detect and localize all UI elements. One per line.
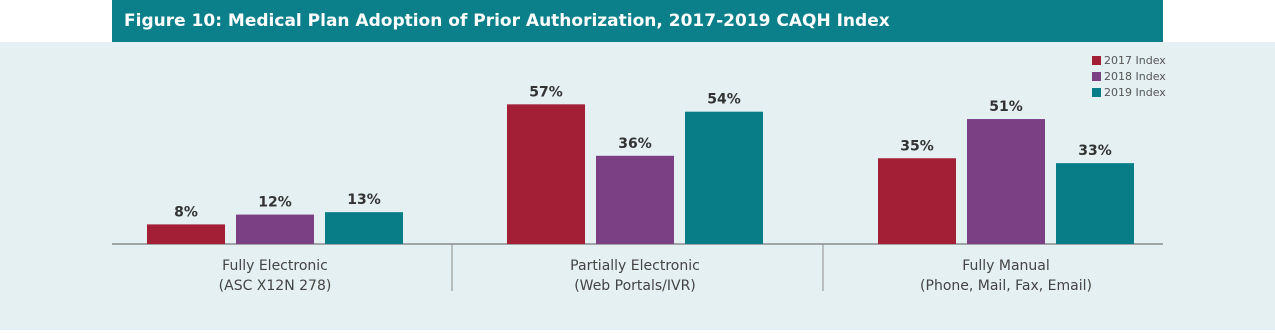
bar [236,214,314,244]
bar [147,224,225,244]
x-tick-sublabel: (Web Portals/IVR) [574,278,696,294]
bar [967,119,1045,244]
value-label: 12% [258,195,292,211]
bar [1056,163,1134,244]
bar [878,158,956,244]
x-tick-sublabel: (ASC X12N 278) [219,278,332,294]
value-label: 35% [900,138,934,154]
legend-swatch [1092,72,1101,81]
chart-title: Figure 10: Medical Plan Adoption of Prio… [124,11,890,31]
bar [325,212,403,244]
x-tick-label: Fully Manual [962,258,1050,274]
x-tick-label: Fully Electronic [222,258,328,274]
x-tick-sublabel: (Phone, Mail, Fax, Email) [920,278,1092,294]
legend-label: 2017 Index [1104,54,1166,67]
value-label: 8% [174,204,198,220]
bar [507,104,585,244]
value-label: 54% [707,92,741,108]
bar [685,111,763,244]
value-label: 33% [1078,143,1112,159]
title-bar [112,0,1163,42]
value-label: 36% [618,136,652,152]
value-label: 57% [529,84,563,100]
legend-swatch [1092,56,1101,65]
legend-label: 2019 Index [1104,86,1166,99]
legend-swatch [1092,88,1101,97]
x-tick-label: Partially Electronic [570,258,700,274]
legend-label: 2018 Index [1104,70,1166,83]
bar [596,155,674,244]
value-label: 51% [989,99,1023,115]
value-label: 13% [347,192,381,208]
